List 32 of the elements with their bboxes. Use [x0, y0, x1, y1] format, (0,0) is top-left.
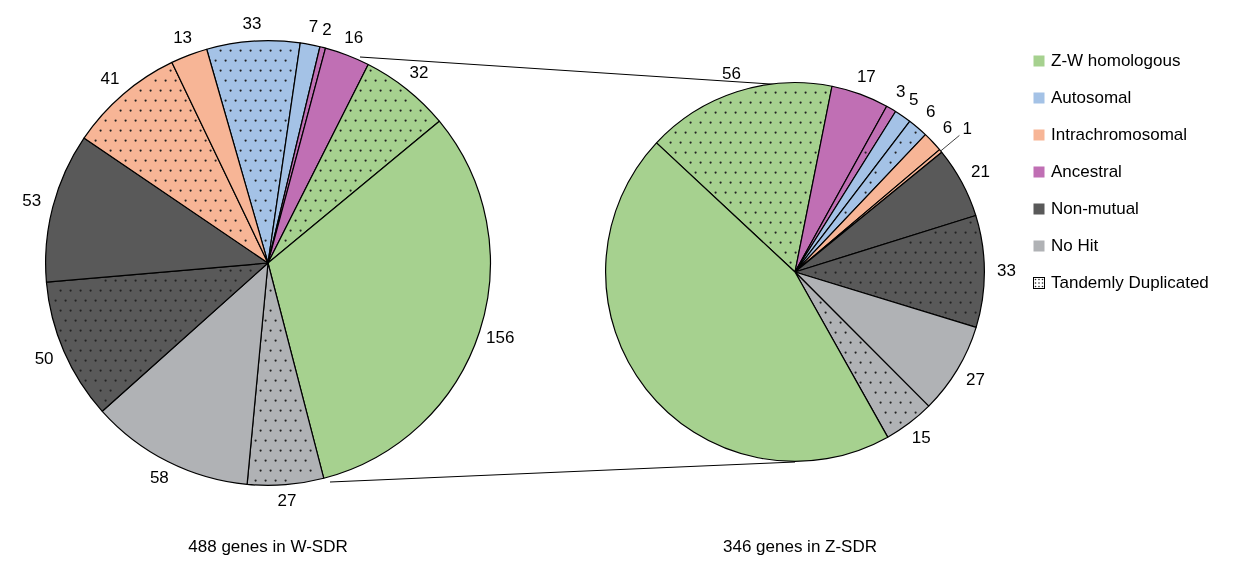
data-label: 21 — [971, 161, 991, 181]
data-label: 27 — [965, 370, 985, 390]
data-label: 7 — [308, 17, 319, 37]
data-label: 13 — [173, 27, 193, 47]
data-label: 50 — [34, 349, 54, 369]
data-label: 58 — [149, 467, 169, 487]
category-label: Non-mutual — [1051, 198, 1139, 219]
data-label: 1 — [962, 118, 972, 138]
data-label: 41 — [100, 69, 120, 89]
category-label: Tandemly Duplicated — [1051, 272, 1209, 293]
data-label: 16 — [344, 27, 364, 47]
data-label: 3 — [896, 82, 906, 102]
data-label: 33 — [996, 261, 1016, 281]
category-label: Ancestral — [1051, 161, 1122, 182]
data-label: 17 — [856, 66, 876, 86]
data-label: 27 — [277, 490, 297, 510]
category-label: Intrachromosomal — [1051, 124, 1188, 145]
data-label: 6 — [925, 102, 936, 122]
category-label: No Hit — [1051, 235, 1099, 256]
data-label: 56 — [721, 64, 741, 84]
data-label: 6 — [942, 117, 953, 137]
category-label: Autosomal — [1051, 87, 1132, 108]
text: 346 genes in Z-SDR — [722, 537, 878, 557]
data-label: 33 — [242, 14, 262, 34]
data-label: 2 — [322, 20, 332, 40]
category-label: Z-W homologous — [1051, 50, 1181, 71]
data-label: 15 — [911, 428, 931, 448]
data-label: 53 — [22, 191, 42, 211]
data-label: 156 — [486, 327, 515, 347]
data-label: 5 — [909, 89, 919, 109]
data-label: 32 — [409, 63, 429, 83]
text: 488 genes in W-SDR — [187, 537, 349, 557]
